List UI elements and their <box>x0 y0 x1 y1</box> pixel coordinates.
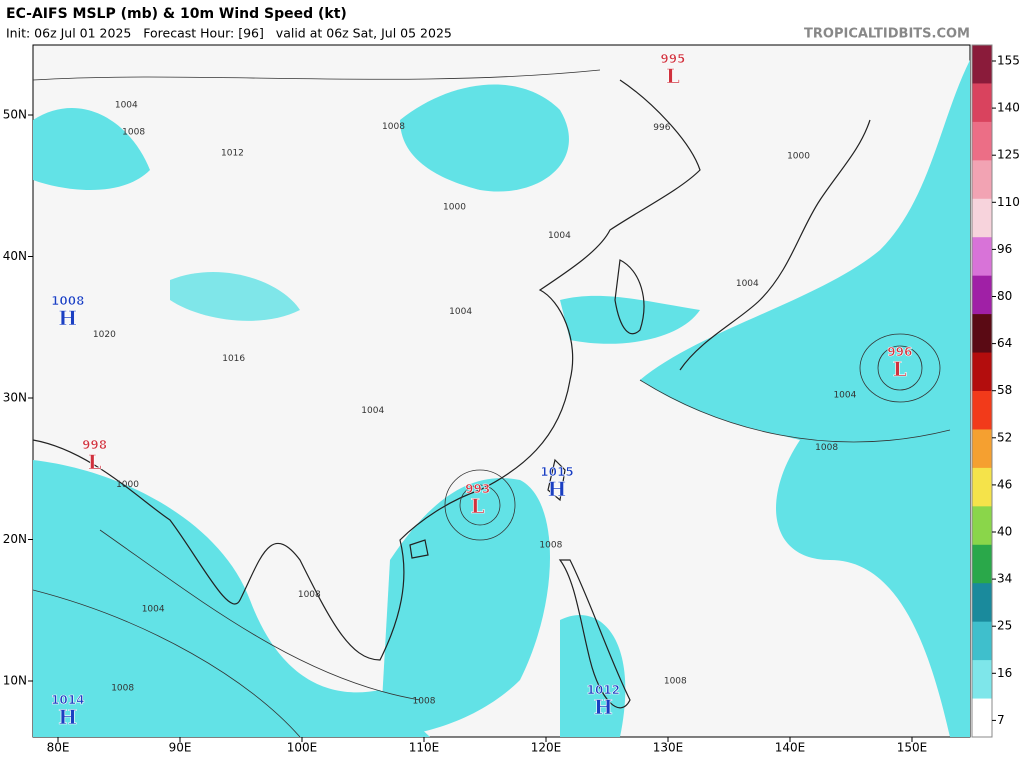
lat-label: 40N <box>3 249 27 263</box>
colorbar-band <box>972 83 992 123</box>
center-pressure: 1012 <box>587 683 620 697</box>
isobar-label: 1008 <box>815 443 838 453</box>
lat-label: 30N <box>3 391 27 405</box>
lat-label: 10N <box>3 674 27 688</box>
isobar-label: 1008 <box>298 590 321 600</box>
colorbar-label: 40 <box>997 525 1012 539</box>
isobar-label: 1004 <box>833 391 856 401</box>
isobar-label: 1004 <box>115 101 138 111</box>
colorbar-label: 58 <box>997 383 1012 397</box>
isobar-label: 1016 <box>222 354 245 364</box>
isobar-label: 1008 <box>382 122 405 132</box>
isobar-label: 1008 <box>111 684 134 694</box>
center-pressure: 1014 <box>51 693 84 707</box>
isobar-label: 1008 <box>539 541 562 551</box>
colorbar-label: 64 <box>997 336 1012 350</box>
lon-label: 80E <box>47 741 70 755</box>
isobar-label: 996 <box>653 123 670 133</box>
colorbar-label: 80 <box>997 289 1012 303</box>
isobar-label: 1004 <box>449 307 472 317</box>
isobar-label: 1000 <box>787 152 810 162</box>
center-letter: L <box>471 494 485 518</box>
colorbar-band <box>972 429 992 469</box>
colorbar-band <box>972 621 992 661</box>
colorbar-band <box>972 506 992 546</box>
colorbar-label: 140 <box>997 101 1020 115</box>
isobar-label: 1004 <box>548 231 571 241</box>
colorbar-label: 16 <box>997 666 1012 680</box>
lon-label: 100E <box>287 741 318 755</box>
colorbar-label: 46 <box>997 477 1012 491</box>
colorbar-band <box>972 583 992 623</box>
colorbar-band <box>972 698 992 738</box>
isobar-label: 1008 <box>413 696 436 706</box>
map-area <box>32 44 971 738</box>
center-letter: H <box>548 477 567 501</box>
colorbar-label: 155 <box>997 54 1020 68</box>
colorbar-band <box>972 314 992 354</box>
center-letter: L <box>88 450 102 474</box>
center-letter: H <box>58 705 77 729</box>
center-pressure: 993 <box>465 482 490 496</box>
colorbar-label: 34 <box>997 572 1012 586</box>
colorbar-band <box>972 352 992 392</box>
center-pressure: 998 <box>82 438 107 452</box>
colorbar-label: 125 <box>997 148 1020 162</box>
center-letter: L <box>893 357 907 381</box>
colorbar-band <box>972 660 992 700</box>
colorbar-band <box>972 391 992 430</box>
subtitle: Init: 06z Jul 01 2025 Forecast Hour: [96… <box>6 26 452 41</box>
lon-label: 150E <box>897 741 928 755</box>
isobar-label: 1012 <box>221 149 244 159</box>
isobar-label: 1004 <box>736 279 759 289</box>
colorbar-band <box>972 544 992 584</box>
isobar-label: 1008 <box>664 677 687 687</box>
title: EC-AIFS MSLP (mb) & 10m Wind Speed (kt) <box>6 6 347 22</box>
isobar-label: 1000 <box>116 480 139 490</box>
center-letter: H <box>594 695 613 719</box>
lon-label: 120E <box>531 741 562 755</box>
colorbar-band <box>972 467 992 507</box>
colorbar-band <box>972 45 992 84</box>
wind-shading <box>33 60 970 737</box>
colorbar-band <box>972 198 992 238</box>
center-letter: H <box>58 306 77 330</box>
isobar-label: 1004 <box>361 406 384 416</box>
lon-label: 140E <box>775 741 806 755</box>
colorbar-label: 110 <box>997 195 1020 209</box>
lon-label: 130E <box>653 741 684 755</box>
colorbar-label: 25 <box>997 619 1012 633</box>
colorbar-band <box>972 237 992 277</box>
center-pressure: 1015 <box>540 465 573 479</box>
center-pressure: 995 <box>660 52 685 66</box>
colorbar-label: 7 <box>997 713 1005 727</box>
center-pressure: 1008 <box>51 294 84 308</box>
isobar-label: 1000 <box>443 202 466 212</box>
isobar-label: 1008 <box>122 127 145 137</box>
site-name: TROPICALTIDBITS.COM <box>804 27 970 42</box>
colorbar-label: 96 <box>997 242 1012 256</box>
colorbar-band <box>972 121 992 161</box>
lat-label: 20N <box>3 532 27 546</box>
center-pressure: 996 <box>887 345 912 359</box>
lat-label: 50N <box>3 108 27 122</box>
colorbar-label: 52 <box>997 430 1012 444</box>
colorbar-band <box>972 160 992 200</box>
lon-label: 90E <box>169 741 192 755</box>
colorbar-band <box>972 275 992 315</box>
isobar-label: 1020 <box>93 330 116 340</box>
lon-label: 110E <box>409 741 440 755</box>
isobar-label: 1004 <box>142 604 165 614</box>
coastlines <box>33 69 951 737</box>
center-letter: L <box>666 64 680 88</box>
